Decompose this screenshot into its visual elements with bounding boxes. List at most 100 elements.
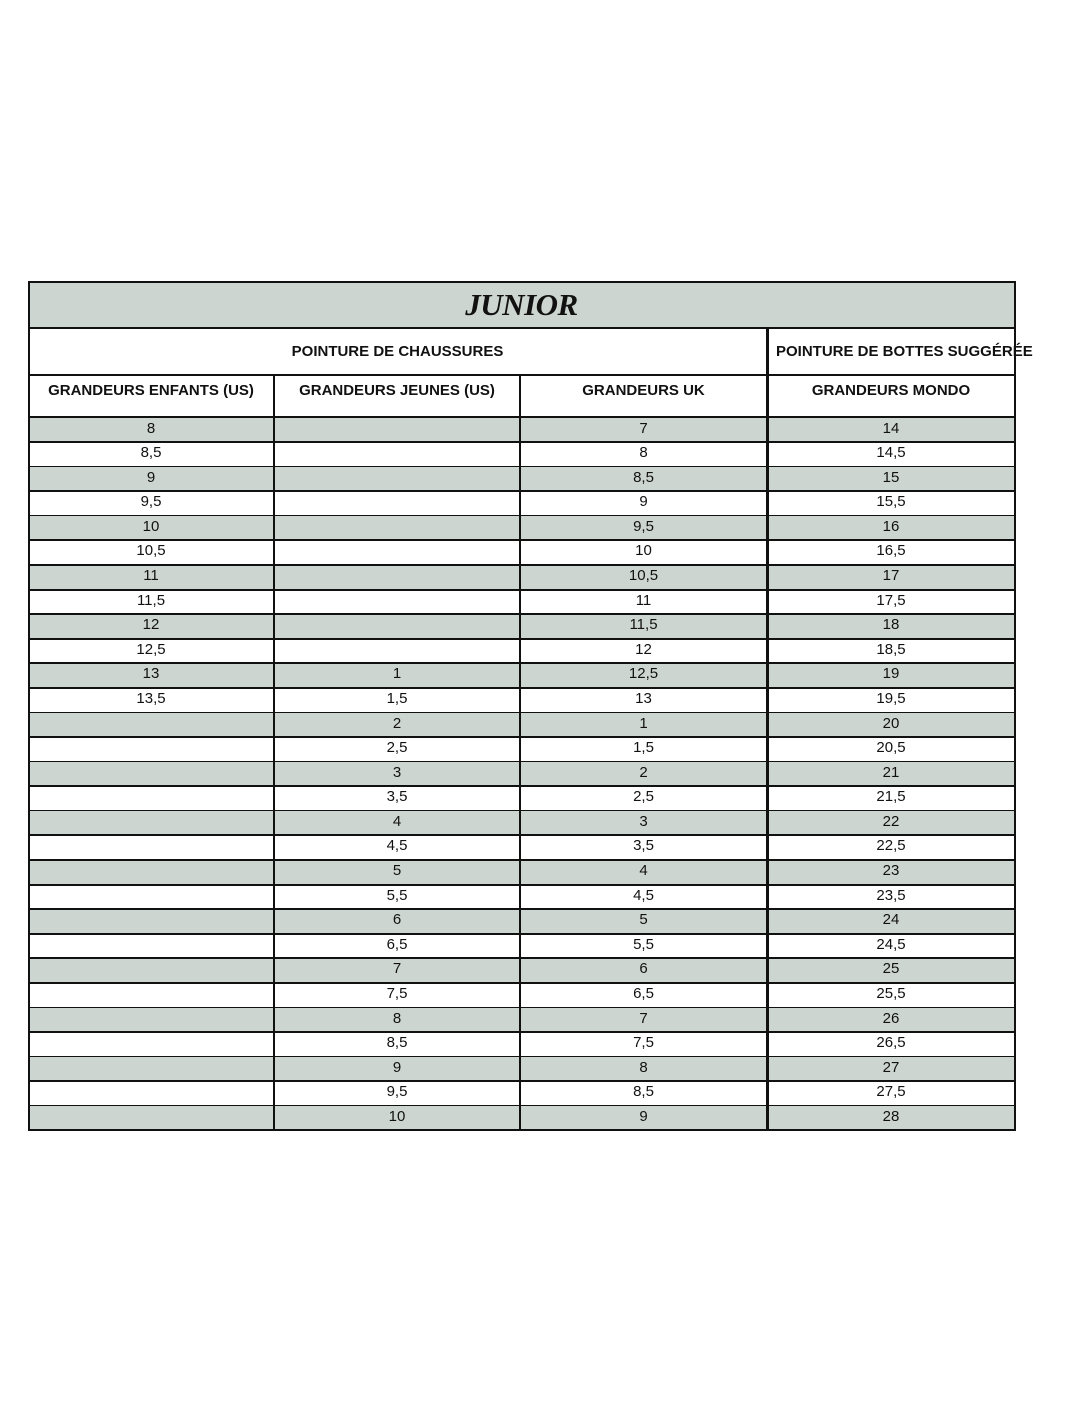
cell bbox=[275, 540, 521, 566]
cell: 8 bbox=[275, 1008, 521, 1034]
cell: 25 bbox=[768, 958, 1016, 984]
cell: 13 bbox=[29, 663, 275, 689]
divider bbox=[766, 328, 769, 1131]
cell: 26 bbox=[768, 1008, 1016, 1034]
cell bbox=[29, 983, 275, 1009]
column-header: GRANDEURS ENFANTS (US) bbox=[29, 376, 275, 418]
cell: 28 bbox=[768, 1106, 1016, 1132]
cell: 9,5 bbox=[521, 516, 768, 542]
cell: 22,5 bbox=[768, 835, 1016, 862]
cell bbox=[275, 418, 521, 444]
cell: 12 bbox=[29, 614, 275, 640]
cell: 6 bbox=[275, 909, 521, 935]
cell: 2,5 bbox=[275, 737, 521, 763]
cell: 4 bbox=[521, 860, 768, 886]
cell: 12,5 bbox=[521, 663, 768, 689]
cell: 4,5 bbox=[275, 835, 521, 862]
column-header: GRANDEURS MONDO bbox=[768, 376, 1016, 418]
cell bbox=[29, 934, 275, 960]
cell: 5 bbox=[275, 860, 521, 886]
cell bbox=[29, 737, 275, 763]
cell: 17 bbox=[768, 565, 1016, 591]
cell: 8,5 bbox=[275, 1032, 521, 1058]
cell: 25,5 bbox=[768, 983, 1016, 1009]
cell bbox=[29, 835, 275, 862]
cell: 17,5 bbox=[768, 590, 1016, 616]
cell: 2,5 bbox=[521, 786, 768, 812]
cell: 26,5 bbox=[768, 1032, 1016, 1058]
cell: 9 bbox=[521, 491, 768, 517]
cell: 9,5 bbox=[29, 491, 275, 517]
cell: 2 bbox=[275, 713, 521, 739]
cell: 9 bbox=[29, 467, 275, 493]
cell: 16,5 bbox=[768, 540, 1016, 566]
cell: 10 bbox=[275, 1106, 521, 1132]
cell: 12 bbox=[521, 639, 768, 665]
cell: 3 bbox=[521, 811, 768, 837]
cell: 16 bbox=[768, 516, 1016, 542]
cell: 15 bbox=[768, 467, 1016, 493]
cell: 3,5 bbox=[275, 786, 521, 812]
cell: 11,5 bbox=[29, 590, 275, 616]
cell: 7 bbox=[275, 958, 521, 984]
cell bbox=[29, 909, 275, 935]
cell: 9,5 bbox=[275, 1081, 521, 1107]
cell: 6,5 bbox=[521, 983, 768, 1009]
cell bbox=[29, 811, 275, 837]
cell bbox=[275, 442, 521, 468]
cell: 27,5 bbox=[768, 1081, 1016, 1107]
cell: 4,5 bbox=[521, 885, 768, 911]
cell: 1,5 bbox=[521, 737, 768, 763]
cell: 19 bbox=[768, 663, 1016, 689]
cell: 5,5 bbox=[275, 885, 521, 911]
cell bbox=[275, 614, 521, 640]
cell: 18 bbox=[768, 614, 1016, 640]
cell bbox=[29, 762, 275, 788]
cell: 19,5 bbox=[768, 688, 1016, 714]
cell bbox=[29, 860, 275, 886]
cell: 2 bbox=[521, 762, 768, 788]
cell: 24,5 bbox=[768, 934, 1016, 960]
cell bbox=[29, 1008, 275, 1034]
cell: 4 bbox=[275, 811, 521, 837]
cell: 5 bbox=[521, 909, 768, 935]
cell bbox=[29, 786, 275, 812]
cell: 1,5 bbox=[275, 688, 521, 714]
cell: 24 bbox=[768, 909, 1016, 935]
column-header: GRANDEURS JEUNES (US) bbox=[275, 376, 521, 418]
cell bbox=[275, 565, 521, 591]
cell bbox=[29, 1057, 275, 1083]
cell: 8 bbox=[29, 418, 275, 444]
cell: 8,5 bbox=[29, 442, 275, 468]
cell: 23 bbox=[768, 860, 1016, 886]
cell: 11,5 bbox=[521, 614, 768, 640]
cell: 14 bbox=[768, 418, 1016, 444]
cell: 6,5 bbox=[275, 934, 521, 960]
cell: 20 bbox=[768, 713, 1016, 739]
cell: 6 bbox=[521, 958, 768, 984]
cell bbox=[29, 958, 275, 984]
cell bbox=[29, 713, 275, 739]
cell bbox=[29, 1106, 275, 1132]
group-header: POINTURE DE BOTTES SUGGÉRÉE bbox=[768, 329, 1033, 376]
cell: 27 bbox=[768, 1057, 1016, 1083]
cell: 13 bbox=[521, 688, 768, 714]
cell bbox=[29, 1081, 275, 1107]
cell: 9 bbox=[521, 1106, 768, 1132]
title: JUNIOR bbox=[29, 282, 1016, 329]
cell: 10,5 bbox=[29, 540, 275, 566]
cell: 7 bbox=[521, 418, 768, 444]
cell: 1 bbox=[275, 663, 521, 689]
cell: 15,5 bbox=[768, 491, 1016, 517]
cell: 20,5 bbox=[768, 737, 1016, 763]
cell: 1 bbox=[521, 713, 768, 739]
cell: 7,5 bbox=[521, 1032, 768, 1058]
cell bbox=[275, 639, 521, 665]
cell bbox=[275, 491, 521, 517]
column-header: GRANDEURS UK bbox=[521, 376, 768, 418]
cell bbox=[275, 590, 521, 616]
cell: 9 bbox=[275, 1057, 521, 1083]
group-header: POINTURE DE CHAUSSURES bbox=[29, 329, 768, 376]
cell: 22 bbox=[768, 811, 1016, 837]
